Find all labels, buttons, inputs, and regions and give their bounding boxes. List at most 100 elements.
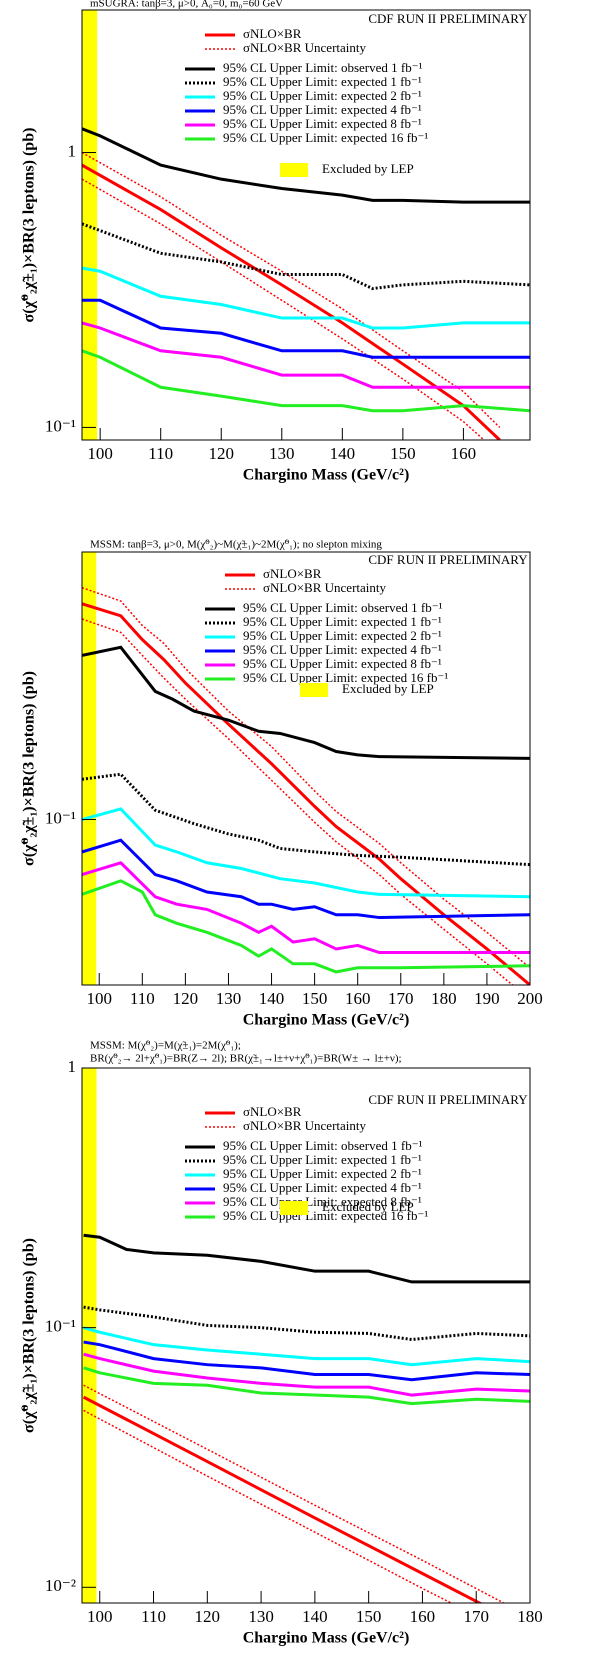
x-tick-label: 100 (87, 444, 113, 463)
x-axis-title: Chargino Mass (GeV/c²) (243, 1012, 410, 1029)
panel: 100 110 120 130 140 150 160 1 10⁻¹ Chargino Mass … (21, 0, 531, 484)
limit-line (83, 1340, 530, 1382)
legend-label: 95% CL Upper Limit: observed 1 fb⁻¹ (223, 1138, 423, 1153)
x-tick-label: 160 (451, 444, 477, 463)
y-tick-label: 1 (68, 1057, 77, 1076)
uncertainty-line (82, 618, 514, 985)
legend-label: 95% CL Upper Limit: expected 4 fb⁻¹ (223, 1180, 422, 1195)
x-axis-title: Chargino Mass (GeV/c²) (243, 1630, 410, 1647)
legend-label: 95% CL Upper Limit: expected 8 fb⁻¹ (243, 656, 442, 671)
legend-label: σNLO×BR (243, 1104, 302, 1119)
plot-area (82, 1068, 530, 1603)
x-tick-label: 140 (259, 989, 285, 1008)
limit-line (82, 838, 530, 920)
excluded-band (82, 1068, 97, 1603)
limit-line (82, 349, 530, 413)
x-tick-label: 160 (410, 1607, 436, 1626)
x-tick-label: 100 (86, 989, 112, 1008)
limit-line (82, 879, 530, 974)
uncertainty-line (83, 1384, 506, 1603)
x-tick-label: 130 (269, 444, 295, 463)
sigma-line (82, 602, 530, 985)
uncertainty-line (82, 178, 486, 440)
legend-label: σNLO×BR Uncertainty (263, 580, 387, 595)
legend-label: 95% CL Upper Limit: expected 16 fb⁻¹ (223, 1208, 428, 1223)
limit-line (82, 321, 530, 389)
y-axis-title: σ(χ̃⁰₂χ̃±₁)×BR(3 leptons) (pb) (21, 671, 38, 866)
y-tick-label: 10⁻¹ (45, 416, 76, 435)
limit-line (83, 1305, 530, 1342)
legend-label: 95% CL Upper Limit: expected 2 fb⁻¹ (243, 628, 442, 643)
legend-label: σNLO×BR (263, 566, 322, 581)
x-tick-label: 190 (474, 989, 500, 1008)
uncertainty-line (83, 1409, 453, 1603)
x-tick-label: 150 (356, 1607, 382, 1626)
x-tick-label: 170 (463, 1607, 489, 1626)
x-tick-label: 110 (148, 444, 173, 463)
limit-line (83, 1326, 530, 1367)
sigma-line (82, 1395, 483, 1603)
legend-label: 95% CL Upper Limit: expected 8 fb⁻¹ (223, 116, 422, 131)
x-axis-title: Chargino Mass (GeV/c²) (243, 467, 410, 484)
panel: 100 110 120 130 140 150 160 170 180 1 10⁻¹ 10⁻² Char… (21, 1040, 543, 1647)
uncertainty-line (82, 586, 530, 969)
legend-label: 95% CL Upper Limit: observed 1 fb⁻¹ (223, 60, 423, 75)
x-tick-label: 140 (302, 1607, 328, 1626)
excluded-band (82, 10, 98, 440)
header: BR(χ̃⁰₂→ 2l+χ̃⁰₁)=BR(Z→ 2l); BR(χ̃±₁→l±+… (90, 1053, 402, 1065)
y-axis-title: σ(χ̃⁰₂χ̃±₁)×BR(3 leptons) (pb) (21, 1238, 38, 1433)
header: mSUGRA: tanβ=3, μ>0, A₀=0, m₀=60 GeV (90, 0, 283, 10)
plot-area (82, 10, 530, 440)
legend-label: 95% CL Upper Limit: expected 8 fb⁻¹ (223, 1194, 422, 1209)
legend-title: CDF RUN II PRELIMINARY (368, 552, 528, 567)
legend-label: 95% CL Upper Limit: expected 2 fb⁻¹ (223, 88, 422, 103)
legend-label: 95% CL Upper Limit: observed 1 fb⁻¹ (243, 600, 443, 615)
limit-line (82, 807, 530, 899)
legend-label: σNLO×BR (243, 26, 302, 41)
legend-swatch (300, 683, 328, 697)
x-tick-label: 110 (141, 1607, 166, 1626)
legend-label: 95% CL Upper Limit: expected 16 fb⁻¹ (223, 130, 428, 145)
x-tick-label: 120 (195, 1607, 221, 1626)
y-axis-title: σ(χ̃⁰₂χ̃±₁)×BR(3 leptons) (pb) (21, 128, 38, 323)
legend-label: σNLO×BR Uncertainty (243, 1118, 367, 1133)
x-tick-label: 200 (517, 989, 543, 1008)
legend-swatch (280, 1201, 308, 1215)
legend-label: 95% CL Upper Limit: expected 1 fb⁻¹ (243, 614, 442, 629)
y-tick-label: 10⁻¹ (45, 1317, 76, 1336)
frame (81, 9, 531, 441)
limit-line (82, 127, 530, 204)
y-tick-label: 1 (68, 141, 77, 160)
legend-label: 95% CL Upper Limit: expected 1 fb⁻¹ (223, 74, 422, 89)
x-tick-label: 150 (390, 444, 416, 463)
legend-title: CDF RUN II PRELIMINARY (368, 11, 528, 26)
x-tick-label: 110 (130, 989, 155, 1008)
limit-line (82, 222, 530, 291)
x-tick-label: 130 (248, 1607, 274, 1626)
limit-line (82, 645, 530, 760)
legend-label: Excluded by LEP (322, 1199, 414, 1214)
x-tick-label: 100 (87, 1607, 113, 1626)
legend-label: 95% CL Upper Limit: expected 2 fb⁻¹ (223, 1166, 422, 1181)
x-tick-label: 160 (345, 989, 371, 1008)
legend-label: σNLO×BR Uncertainty (243, 40, 367, 55)
x-tick-label: 120 (208, 444, 234, 463)
x-tick-label: 130 (216, 989, 242, 1008)
limit-line (82, 772, 530, 867)
limit-line (82, 861, 530, 954)
legend-label: 95% CL Upper Limit: expected 4 fb⁻¹ (243, 642, 442, 657)
limit-line (83, 1233, 530, 1284)
x-tick-label: 140 (330, 444, 356, 463)
legend-label: 95% CL Upper Limit: expected 16 fb⁻¹ (243, 670, 448, 685)
excluded-band (82, 552, 97, 985)
limit-line (82, 298, 530, 359)
legend-title: CDF RUN II PRELIMINARY (368, 1092, 528, 1107)
y-tick-label: 10⁻¹ (45, 808, 76, 827)
x-tick-label: 180 (517, 1607, 543, 1626)
uncertainty-line (82, 151, 501, 428)
x-tick-label: 120 (173, 989, 199, 1008)
header: MSSM: M(χ̃⁰₂)=M(χ̃±₁)=2M(χ̃⁰₁); (90, 1040, 241, 1052)
frame (81, 551, 531, 986)
legend-swatch (280, 163, 308, 177)
